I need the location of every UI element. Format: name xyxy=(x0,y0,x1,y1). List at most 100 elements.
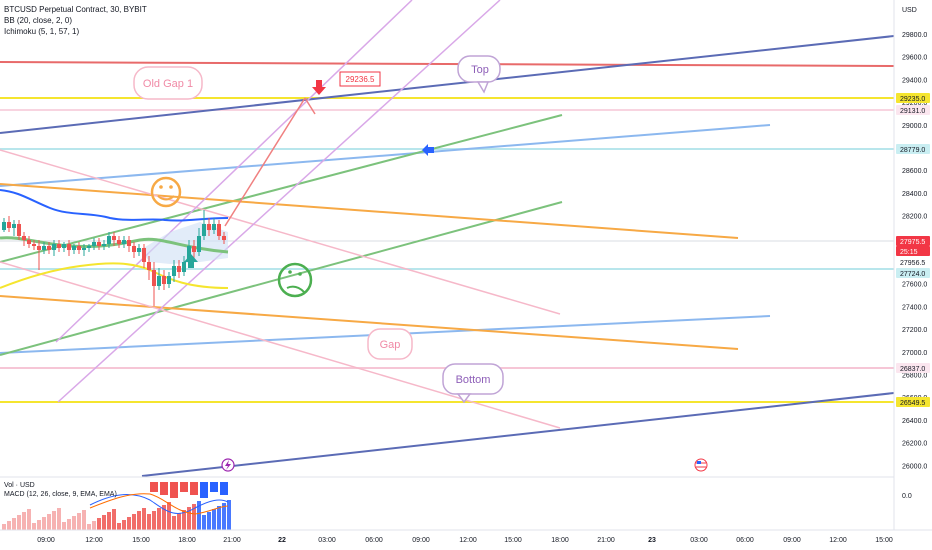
histogram-bar xyxy=(117,523,121,530)
time-tick-label: 22 xyxy=(278,537,286,544)
projection-arrow-line[interactable] xyxy=(224,97,306,227)
histogram-bar xyxy=(102,515,106,530)
volume-macd-histogram xyxy=(2,482,231,530)
histogram-bar xyxy=(67,519,71,530)
price-tick-label: 29000.0 xyxy=(902,123,927,130)
histogram-bar xyxy=(182,510,186,530)
navy-trendline-bottom[interactable] xyxy=(141,392,895,477)
time-tick-label: 03:00 xyxy=(690,537,708,544)
histogram-bar xyxy=(227,500,231,530)
macd-indicator-label[interactable]: MACD (12, 26, close, 9, EMA, EMA) xyxy=(4,491,117,498)
candle xyxy=(212,218,216,234)
green-up-arrow-icon[interactable] xyxy=(184,254,198,268)
bb-upper-band xyxy=(0,189,229,222)
histogram-bar xyxy=(17,515,21,530)
volume-bar xyxy=(210,482,218,492)
us-flag-event-icon[interactable] xyxy=(694,458,708,472)
orange-channel-bottom[interactable] xyxy=(0,295,739,350)
blue-channel-top[interactable] xyxy=(0,124,771,187)
candle xyxy=(2,218,6,232)
time-tick-label: 15:00 xyxy=(132,537,150,544)
gap-callout[interactable]: Gap xyxy=(367,328,413,360)
histogram-bar xyxy=(217,506,221,530)
price-tick-label: 26800.0 xyxy=(902,373,927,380)
top-callout[interactable]: Top xyxy=(457,55,501,94)
price-tag-label: 27956.5 xyxy=(900,260,925,267)
confused-face-icon[interactable] xyxy=(277,262,313,298)
price-tick-label: 27000.0 xyxy=(902,350,927,357)
time-scale-ticks[interactable]: 09:00 12:00 15:00 18:00 21:00 22 03:00 06:00 09:… xyxy=(37,537,893,544)
pink-channel-bottom[interactable] xyxy=(0,261,561,429)
price-tag[interactable]: 29131.0 xyxy=(896,105,930,115)
green-channel-top[interactable] xyxy=(0,114,563,263)
candle xyxy=(197,228,201,256)
histogram-bar xyxy=(202,515,206,530)
price-tick-label: 29800.0 xyxy=(902,32,927,39)
violet-channel-right[interactable] xyxy=(57,0,501,403)
candle xyxy=(12,220,16,236)
histogram-bar xyxy=(92,521,96,530)
histogram-bar xyxy=(222,503,226,530)
price-tag[interactable]: 28779.0 xyxy=(896,144,930,154)
candle xyxy=(92,238,96,250)
time-tick-label: 09:00 xyxy=(783,537,801,544)
time-tick-label: 18:00 xyxy=(178,537,196,544)
price-tag[interactable]: 26549.5 xyxy=(896,397,930,407)
price-tag[interactable]: 25:15 xyxy=(896,246,930,256)
orange-channel-top[interactable] xyxy=(0,183,739,239)
violet-channel-left[interactable] xyxy=(55,0,413,343)
price-tag[interactable]: 26837.0 xyxy=(896,363,930,373)
histogram-bar xyxy=(197,501,201,530)
histogram-bar xyxy=(162,505,166,530)
lightning-event-icon[interactable] xyxy=(221,458,235,472)
bottom-callout[interactable]: Bottom xyxy=(442,363,504,404)
price-tag-label: 27724.0 xyxy=(900,271,925,278)
bb-lower-band xyxy=(0,262,229,289)
candle xyxy=(167,272,171,288)
volume-indicator-label[interactable]: Vol · USD xyxy=(4,482,35,489)
time-tick-label: 12:00 xyxy=(459,537,477,544)
histogram-bar xyxy=(107,512,111,530)
histogram-bar xyxy=(47,514,51,530)
old-gap-callout[interactable]: Old Gap 1 xyxy=(133,66,203,100)
candle xyxy=(57,240,61,252)
symbol-title[interactable]: BTCUSD Perpetual Contract, 30, BYBIT xyxy=(4,5,147,14)
histogram-bar xyxy=(52,511,56,530)
ichimoku-indicator-label[interactable]: Ichimoku (5, 1, 57, 1) xyxy=(4,27,80,36)
candle xyxy=(127,236,131,252)
histogram-bar xyxy=(172,516,176,530)
red-level-line[interactable] xyxy=(0,61,895,67)
blue-left-arrow-icon[interactable] xyxy=(422,144,434,156)
price-tick-label: 26000.0 xyxy=(902,463,927,470)
smiley-face-icon[interactable] xyxy=(150,176,182,208)
histogram-bar xyxy=(212,509,216,530)
time-tick-label: 23 xyxy=(648,537,656,544)
histogram-bar xyxy=(82,510,86,530)
histogram-bar xyxy=(122,520,126,530)
histogram-bar xyxy=(187,507,191,530)
price-tag-label: 26837.0 xyxy=(900,366,925,373)
red-down-arrow-icon[interactable] xyxy=(312,80,326,95)
price-tag[interactable]: 27975.5 xyxy=(896,236,930,246)
time-tick-label: 09:00 xyxy=(412,537,430,544)
sub-pane-legend: Vol · USD MACD (12, 26, close, 9, EMA, E… xyxy=(4,481,117,499)
histogram-bar xyxy=(142,508,146,530)
price-callout[interactable]: 29236.5 xyxy=(339,71,381,87)
green-channel-bottom[interactable] xyxy=(0,201,563,356)
time-tick-label: 06:00 xyxy=(736,537,754,544)
pink-channel-top[interactable] xyxy=(0,149,561,315)
volume-bar xyxy=(200,482,208,498)
candle xyxy=(42,242,46,254)
price-tag[interactable]: 27724.0 xyxy=(896,268,930,278)
histogram-bar xyxy=(32,523,36,530)
trend-lines xyxy=(0,0,895,477)
histogram-bar xyxy=(152,511,156,530)
candle xyxy=(47,242,51,254)
price-tag[interactable]: 29235.0 xyxy=(896,93,930,103)
price-tag[interactable]: 27956.5 xyxy=(896,257,930,267)
bb-indicator-label[interactable]: BB (20, close, 2, 0) xyxy=(4,16,73,25)
navy-trendline-top[interactable] xyxy=(0,35,895,134)
gap-label: Gap xyxy=(380,339,401,351)
volume-bar xyxy=(160,482,168,495)
